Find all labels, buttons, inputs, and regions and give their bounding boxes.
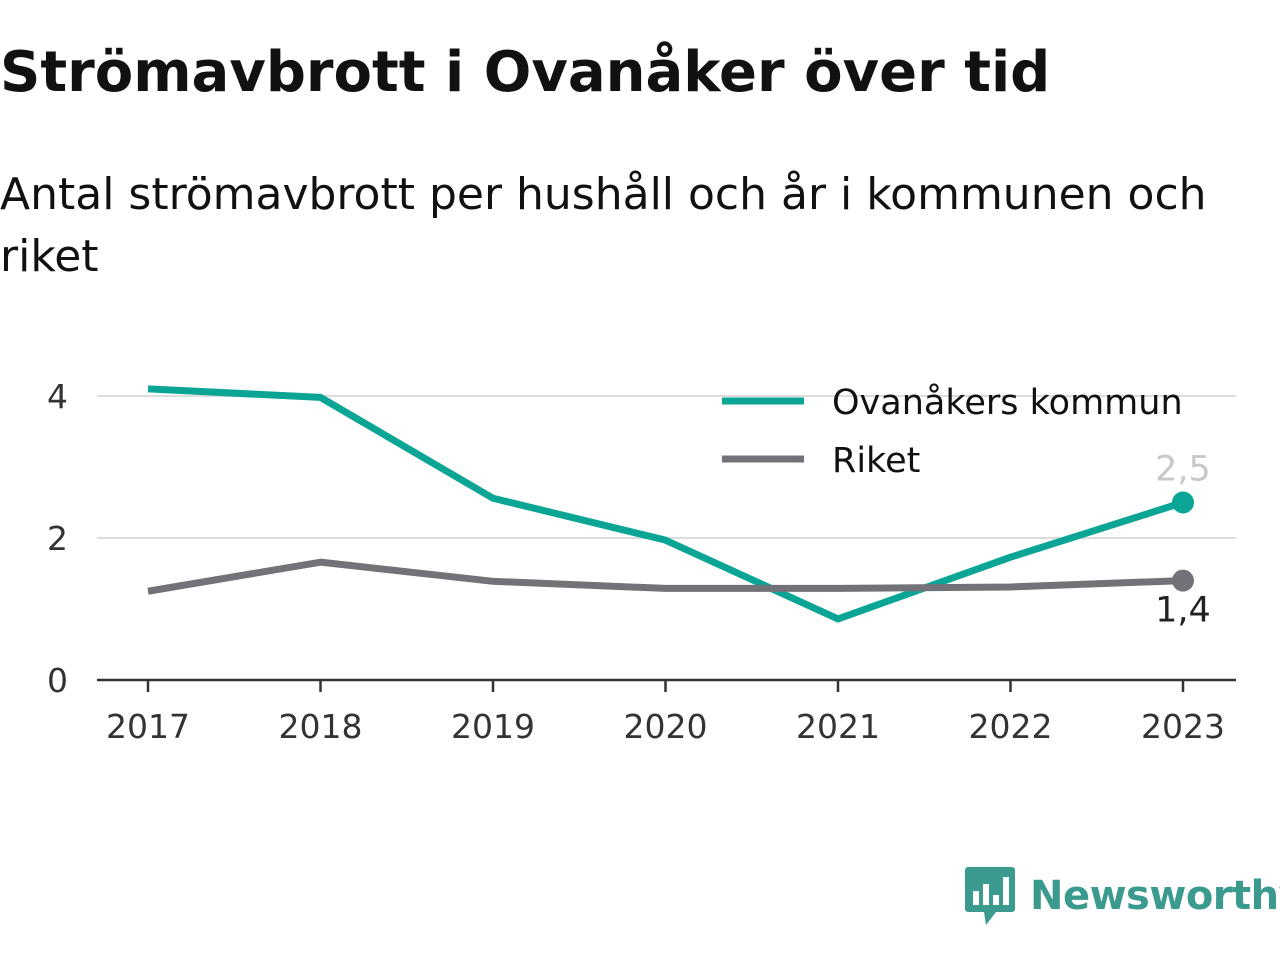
x-tick-label: 2020 [624, 707, 708, 746]
legend-label: Ovanåkers kommun [832, 382, 1183, 423]
chart-title: Strömavbrott i Ovanåker över tid [0, 40, 1051, 105]
end-data-label: 2,5 [1155, 450, 1211, 490]
series-end-marker [1172, 491, 1194, 514]
x-tick-label: 2023 [1141, 707, 1225, 746]
x-tick-label: 2019 [451, 707, 535, 746]
legend: Ovanåkers kommun Riket [722, 382, 1183, 481]
series-line [147, 558, 1184, 595]
newsworthy-logo-icon [965, 867, 1015, 925]
x-tick-label: 2022 [969, 707, 1053, 746]
brand-name: Newsworthy [1030, 873, 1280, 919]
end-data-label: 1,4 [1155, 591, 1211, 631]
y-tick-label: 2 [47, 519, 68, 558]
legend-label: Riket [832, 441, 920, 481]
y-tick-label: 0 [47, 661, 68, 700]
series-end-marker [1172, 569, 1194, 592]
data-labels: 2,5 1,4 [1155, 450, 1211, 631]
x-tick-label: 2018 [279, 707, 363, 746]
chart-subtitle: Antal strömavbrott per hushåll och år i … [0, 169, 1207, 282]
x-axis: 2017 2018 2019 2020 2021 2022 2023 [97, 678, 1236, 746]
series-lines [147, 385, 1194, 623]
y-tick-label: 4 [47, 377, 68, 416]
x-tick-label: 2017 [106, 707, 190, 746]
y-axis-ticks: 0 2 4 [47, 377, 68, 700]
series-line [147, 385, 1185, 623]
x-tick-label: 2021 [796, 707, 880, 746]
newsworthy-brand: Newsworthy [964, 864, 1280, 928]
